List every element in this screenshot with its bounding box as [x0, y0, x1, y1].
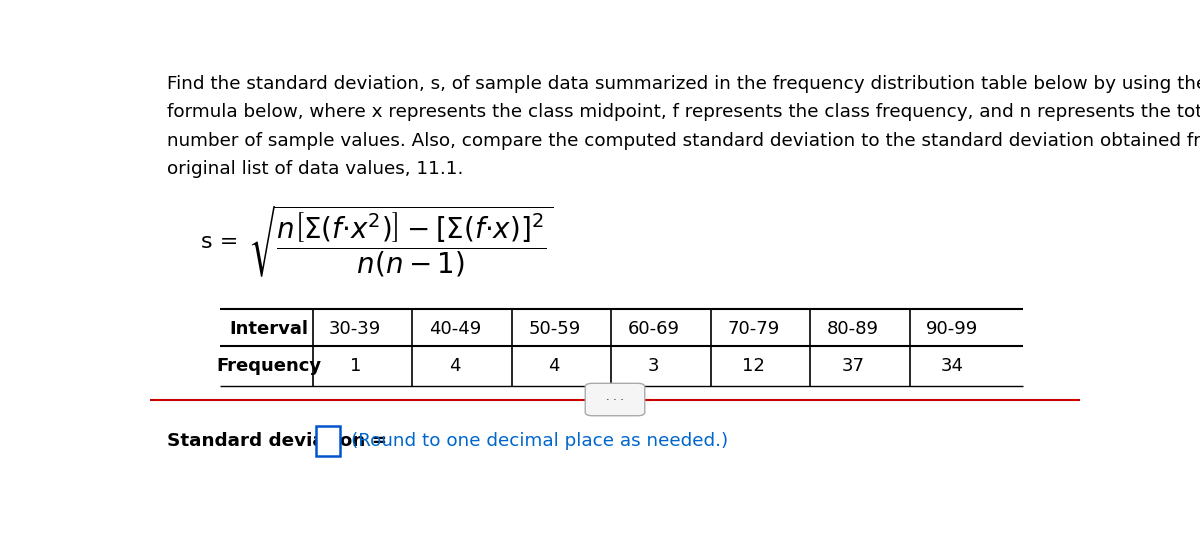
Text: 60-69: 60-69	[628, 320, 679, 338]
Text: 12: 12	[742, 357, 764, 375]
Text: 4: 4	[548, 357, 560, 375]
Text: Find the standard deviation, s, of sample data summarized in the frequency distr: Find the standard deviation, s, of sampl…	[167, 75, 1200, 93]
Text: 37: 37	[841, 357, 864, 375]
Text: 80-89: 80-89	[827, 320, 878, 338]
FancyBboxPatch shape	[316, 426, 340, 456]
FancyBboxPatch shape	[586, 383, 644, 416]
Text: original list of data values, 11.1.: original list of data values, 11.1.	[167, 160, 463, 178]
Text: 30-39: 30-39	[329, 320, 382, 338]
Text: $\sqrt{\dfrac{n\left[\Sigma\left(f{\cdot}x^{2}\right)\right]-\left[\Sigma\left(f: $\sqrt{\dfrac{n\left[\Sigma\left(f{\cdot…	[247, 204, 553, 280]
Text: 4: 4	[449, 357, 461, 375]
Text: formula below, where x represents the class midpoint, f represents the class fre: formula below, where x represents the cl…	[167, 104, 1200, 122]
Text: 90-99: 90-99	[926, 320, 978, 338]
Text: (Round to one decimal place as needed.): (Round to one decimal place as needed.)	[350, 432, 728, 450]
Text: 1: 1	[349, 357, 361, 375]
Text: 50-59: 50-59	[528, 320, 581, 338]
Text: 70-79: 70-79	[727, 320, 779, 338]
Text: · · ·: · · ·	[606, 395, 624, 404]
Text: 40-49: 40-49	[428, 320, 481, 338]
Text: s =: s =	[202, 232, 239, 252]
Text: 3: 3	[648, 357, 660, 375]
Text: 34: 34	[941, 357, 964, 375]
Text: number of sample values. Also, compare the computed standard deviation to the st: number of sample values. Also, compare t…	[167, 132, 1200, 150]
Text: Standard deviation =: Standard deviation =	[167, 432, 386, 450]
Text: Interval: Interval	[229, 320, 308, 338]
Text: Frequency: Frequency	[216, 357, 322, 375]
